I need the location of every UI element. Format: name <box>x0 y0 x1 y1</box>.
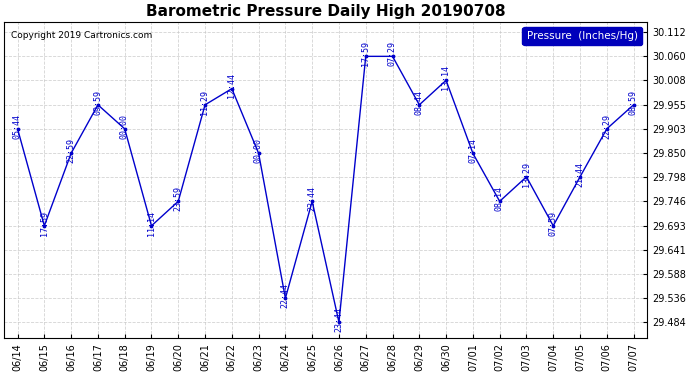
Text: 07:14: 07:14 <box>468 138 477 163</box>
Text: 13:29: 13:29 <box>522 162 531 187</box>
Text: 11:29: 11:29 <box>200 90 209 114</box>
Text: 00:00: 00:00 <box>120 114 129 138</box>
Text: 07:29: 07:29 <box>388 41 397 66</box>
Legend: Pressure  (Inches/Hg): Pressure (Inches/Hg) <box>522 27 642 45</box>
Text: 23:59: 23:59 <box>173 186 182 211</box>
Text: 08:44: 08:44 <box>415 90 424 114</box>
Text: 22:59: 22:59 <box>66 138 75 163</box>
Text: 13:14: 13:14 <box>442 65 451 90</box>
Text: 17:59: 17:59 <box>361 41 370 66</box>
Text: 07:59: 07:59 <box>549 210 558 236</box>
Text: 12:44: 12:44 <box>227 74 236 98</box>
Text: 08:14: 08:14 <box>495 186 504 211</box>
Text: 17:59: 17:59 <box>39 210 48 236</box>
Text: 23:44: 23:44 <box>334 307 343 332</box>
Text: 22:29: 22:29 <box>602 114 611 138</box>
Text: 00:00: 00:00 <box>254 138 263 163</box>
Text: 09:59: 09:59 <box>93 90 102 114</box>
Text: 21:44: 21:44 <box>575 162 584 187</box>
Text: Copyright 2019 Cartronics.com: Copyright 2019 Cartronics.com <box>10 31 152 40</box>
Text: 22:44: 22:44 <box>281 283 290 308</box>
Title: Barometric Pressure Daily High 20190708: Barometric Pressure Daily High 20190708 <box>146 4 505 19</box>
Text: 08:59: 08:59 <box>629 90 638 114</box>
Text: 11:14: 11:14 <box>147 210 156 236</box>
Text: 05:44: 05:44 <box>12 114 21 138</box>
Text: 23:44: 23:44 <box>307 186 316 211</box>
